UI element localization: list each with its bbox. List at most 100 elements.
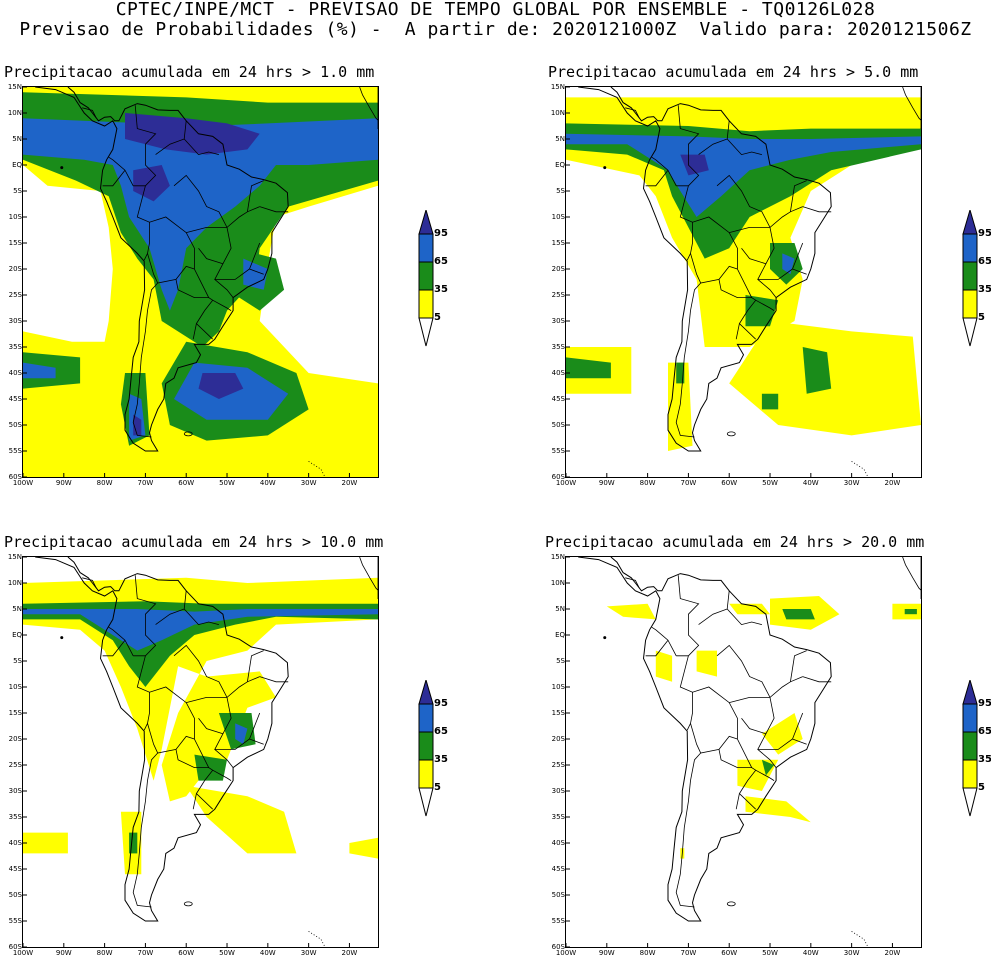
falkland-islands-1 (183, 431, 193, 437)
country-border-3-17 (249, 738, 264, 745)
country-border-4-16 (729, 696, 770, 703)
colorbar-segment (418, 759, 434, 789)
colorbar-top-arrow (962, 208, 978, 235)
colorbar-segment (418, 233, 434, 263)
colorbar-3: 95 65 35 5 (418, 678, 448, 832)
prob-region-5-2-12 (668, 362, 693, 451)
prob-region-5-4-8 (761, 713, 803, 755)
lat-label: 10N (7, 109, 22, 117)
colorbar-svg-2 (962, 208, 978, 347)
falkland-islands-2 (726, 431, 736, 437)
south-georgia-3 (308, 931, 326, 947)
colorbar-segment (962, 759, 978, 789)
coastline-2 (578, 87, 832, 452)
prob-region-65-2-10 (782, 253, 795, 275)
country-border-2-14 (757, 279, 777, 298)
prob-region-65-1-9 (23, 362, 56, 379)
lat-label: 40S (551, 369, 565, 377)
lat-label: EQ (555, 161, 565, 169)
lat-label: 40S (551, 839, 565, 847)
coastline-1 (35, 87, 289, 452)
lon-label: 20W (884, 479, 901, 487)
country-border-3-3 (108, 626, 134, 656)
lat-label: 10N (550, 109, 565, 117)
country-border-3-0 (133, 575, 157, 657)
lat-label: 30S (8, 787, 22, 795)
lat-label: 50S (8, 421, 22, 429)
country-border-3-20 (82, 577, 97, 589)
colorbar-bottom-arrow (962, 787, 978, 817)
map-svg-3 (23, 557, 378, 947)
country-border-3-13 (198, 717, 224, 735)
country-border-2-20 (625, 107, 640, 119)
colorbar-2: 95 65 35 5 (962, 208, 991, 362)
colorbar-top-arrow (418, 208, 434, 235)
lon-label: 20W (341, 949, 358, 957)
colorbar-label: 35 (434, 754, 448, 765)
lon-label: 50W (762, 479, 778, 487)
country-border-4-13 (741, 717, 767, 735)
prob-region-95-1-3 (125, 113, 260, 155)
colorbar-segment (962, 289, 978, 319)
country-border-4-20 (625, 577, 640, 589)
prob-region-5-4-0 (606, 603, 656, 620)
colorbar-segment (418, 731, 434, 761)
country-border-2-16 (729, 226, 770, 233)
colorbar-label: 65 (434, 256, 448, 267)
country-border-3-8 (132, 752, 158, 908)
lon-label: 60W (721, 949, 738, 957)
lon-label: 20W (884, 949, 901, 957)
lat-label: 50S (8, 891, 22, 899)
galapagos-1 (60, 166, 64, 170)
country-border-2-19 (802, 206, 832, 213)
lat-label: 45S (551, 865, 565, 873)
lat-label: 5S (556, 657, 565, 665)
colorbar-label: 35 (978, 754, 991, 765)
lon-label: 60W (178, 479, 195, 487)
colorbar-label: 5 (434, 312, 441, 323)
coastline-3 (35, 557, 289, 922)
colorbar-label: 35 (434, 284, 448, 295)
country-border-4-6 (686, 692, 693, 731)
lon-label: 30W (843, 949, 860, 957)
lat-label: 60S (551, 943, 565, 951)
panel-title-2: Precipitacao acumulada em 24 hrs > 5.0 m… (548, 63, 919, 81)
panel-title-1: Precipitacao acumulada em 24 hrs > 1.0 m… (4, 63, 375, 81)
lon-label: 30W (300, 949, 317, 957)
lat-label: 10N (7, 579, 22, 587)
country-border-3-18 (247, 650, 264, 682)
country-border-2-2 (726, 138, 762, 156)
lat-label: 25S (551, 291, 565, 299)
prob-region-65-2-2 (566, 133, 921, 217)
country-border-4-3 (651, 626, 677, 656)
lat-label: 15S (551, 239, 565, 247)
lon-label: 50W (762, 949, 778, 957)
colorbar-segment (962, 233, 978, 263)
country-border-3-6 (143, 692, 150, 731)
country-border-1-17 (249, 268, 264, 275)
figure-subtitle: Previsao de Probabilidades (%) - A parti… (19, 19, 972, 40)
lat-label: 10N (550, 579, 565, 587)
lat-label: EQ (555, 631, 565, 639)
prob-region-35-3-10 (129, 832, 138, 854)
lat-label: 10S (8, 683, 22, 691)
colorbar-segment (962, 261, 978, 291)
map-svg-4 (566, 557, 921, 947)
map-panel-2 (565, 86, 922, 478)
lat-label: 50S (551, 421, 565, 429)
colorbar-bottom-arrow (418, 317, 434, 347)
country-border-1-7 (147, 253, 195, 284)
lat-label: 10S (551, 683, 565, 691)
prob-region-65-3-2 (23, 609, 378, 651)
south-georgia-4 (851, 931, 869, 947)
lat-label: EQ (12, 631, 22, 639)
country-border-3-11 (173, 644, 260, 699)
figure-title: CPTEC/INPE/MCT - PREVISAO DE TEMPO GLOBA… (115, 0, 876, 20)
prob-region-65-1-11 (243, 258, 268, 290)
lat-label: 60S (8, 473, 22, 481)
country-border-3-16 (186, 696, 227, 703)
country-border-1-19 (259, 206, 289, 213)
lat-label: 5S (13, 187, 22, 195)
lon-label: 70W (680, 949, 697, 957)
prob-region-5-3-7 (23, 832, 68, 854)
